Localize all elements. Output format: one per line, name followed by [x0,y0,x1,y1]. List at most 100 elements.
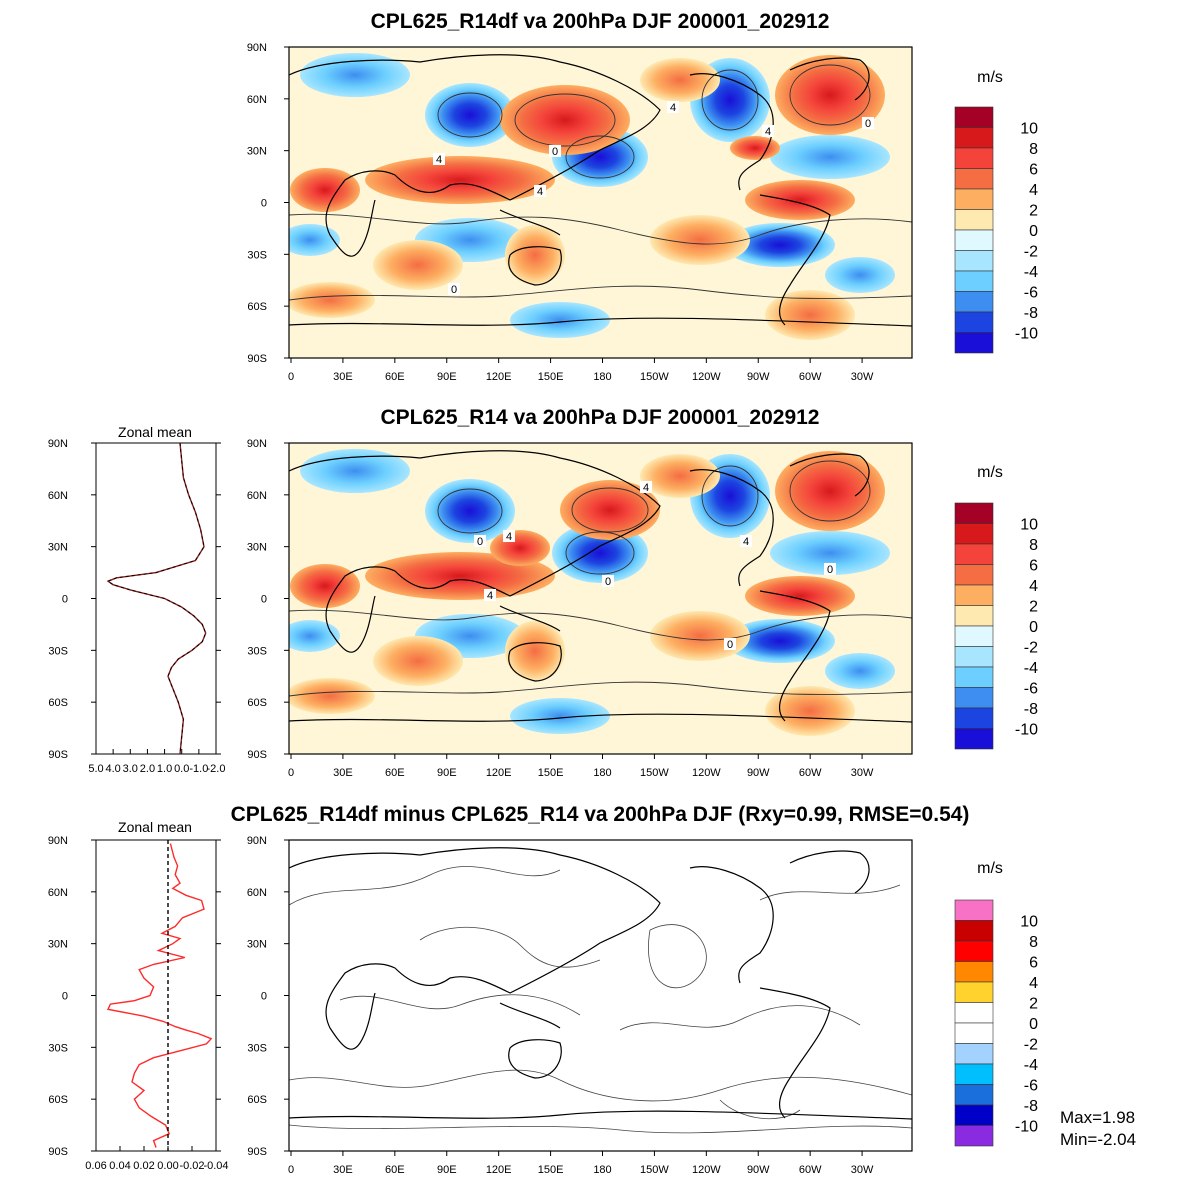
lon-tick-label: 30W [851,371,874,383]
colorbar-label: -4 [1024,264,1038,281]
zm-x-tick-label: -0.04 [203,1160,228,1172]
zm-lat-tick-label: 30N [48,939,68,951]
colorbar-label: -6 [1024,681,1038,698]
colorbar: 10 8 6 4 2 0 -2 -4 -6 -8 -10 [954,899,1038,1147]
zm-lat-tick-label: 60S [48,697,68,709]
lon-tick-label: 30E [333,767,353,779]
colorbar-label: -8 [1024,1098,1038,1115]
colorbar-swatch [954,332,994,354]
contour-label: 4 [537,186,543,198]
colorbar-swatch [954,291,994,313]
lon-tick-label: 0 [288,371,294,383]
colorbar-label: 2 [1029,996,1038,1013]
zonal-mean-panel-middle: Zonal mean 90N 60N 30N 0 30S 60S 90S 5.0 4.0 3.0… [48,424,226,775]
lon-tick-label: 60W [799,1164,822,1176]
colorbar-label: -2 [1024,244,1038,261]
lon-tick-label: 0 [288,1164,294,1176]
lon-tick-label: 180 [593,767,611,779]
colorbar-swatch [954,920,994,942]
zonal-mean-title: Zonal mean [118,819,192,835]
colorbar-swatch [954,899,994,921]
colorbar-swatch [954,1084,994,1106]
lon-tick-label: 90W [747,1164,770,1176]
contour-label-group: 4 4 0 4 4 0 0 [433,101,874,296]
lat-tick-labels: 90N 60N 30N 0 30S 60S 90S [247,42,289,365]
colorbar-swatch [954,229,994,251]
zm-x-tick-label: 0.02 [133,1160,154,1172]
lon-tick-label: 60E [385,1164,405,1176]
colorbar-label: -6 [1024,285,1038,302]
contour-label: 0 [605,576,611,588]
zm-x-tick-label: 0.06 [85,1160,106,1172]
colorbar-label: -6 [1024,1078,1038,1095]
colorbar-label: 4 [1029,975,1038,992]
lat-tick-label: 0 [261,594,267,606]
zm-x-tick-label: 1.0 [157,763,172,775]
coastlines [289,847,912,1120]
zm-x-tick-label: 4.0 [105,763,120,775]
zonal-mean-x-labels: 5.0 4.0 3.0 2.0 1.0 0.0 -1.0-2.0 [88,749,225,775]
lat-tick-label: 90S [247,353,267,365]
zm-lat-tick-label: 90S [48,749,68,761]
lat-tick-label: 60S [247,301,267,313]
colorbar-swatch [954,564,994,586]
colorbar-swatch [954,625,994,647]
contour-lines [289,460,912,697]
colorbar-swatch [954,127,994,149]
zm-lat-tick-label: 30S [48,645,68,657]
colorbar-label: -2 [1024,640,1038,657]
map-panel-bottom: CPL625_R14df minus CPL625_R14 va 200hPa … [231,803,1137,1176]
contour-label-group: 4 0 4 4 0 4 0 0 [474,481,836,651]
panel-title: CPL625_R14df va 200hPa DJF 200001_202912 [371,10,830,33]
colorbar-swatch [954,687,994,709]
zonal-mean-lines [106,840,213,1151]
zm-lat-tick-label: 90S [48,1146,68,1158]
colorbar-swatch [954,1022,994,1044]
lat-tick-label: 30S [247,1042,267,1054]
lat-tick-labels: 90N 60N 30N 0 30S 60S 90S [247,835,289,1158]
colorbar-label: 4 [1029,578,1038,595]
lon-tick-label: 150E [538,371,564,383]
colorbar-swatch [954,1043,994,1065]
colorbar-label: 2 [1029,599,1038,616]
zm-lat-tick-label: 60N [48,887,68,899]
lon-tick-label: 180 [593,371,611,383]
lon-tick-labels: 0 30E 60E 90E 120E 150E 180 150W 120W 90W 60W 30W [288,754,874,779]
lon-tick-label: 60E [385,371,405,383]
lon-tick-label: 120W [692,371,721,383]
colorbar-label: 10 [1020,121,1038,138]
contour-label: 4 [743,536,749,548]
lat-tick-label: 90S [247,1146,267,1158]
lon-tick-labels: 0 30E 60E 90E 120E 150E 180 150W 120W 90W 60W 30W [288,1151,874,1176]
contour-label: 0 [477,536,483,548]
panel-title: CPL625_R14df minus CPL625_R14 va 200hPa … [231,803,970,826]
lat-tick-label: 90N [247,42,267,54]
contour-label: 4 [670,102,676,114]
zm-lat-tick-label: 60N [48,490,68,502]
zonal-mean-lines [106,442,207,755]
lon-tick-label: 90W [747,371,770,383]
zm-lat-tick-label: 30S [48,1042,68,1054]
contour-label: 4 [506,531,512,543]
zm-x-tick-label: 5.0 [88,763,103,775]
colorbar-label: 6 [1029,955,1038,972]
lon-tick-label: 30W [851,1164,874,1176]
colorbar-label: -2 [1024,1037,1038,1054]
contour-label: 0 [827,564,833,576]
lat-tick-labels: 90N 60N 30N 0 30S 60S 90S [247,438,289,761]
contour-lines [289,64,912,301]
colorbar-swatch [954,502,994,524]
lat-tick-label: 60S [247,1094,267,1106]
lon-tick-label: 60E [385,767,405,779]
lat-tick-label: 60S [247,697,267,709]
lat-tick-label: 90N [247,438,267,450]
lat-tick-label: 90N [247,835,267,847]
colorbar-swatch [954,584,994,606]
lon-tick-label: 150W [640,1164,669,1176]
lon-tick-label: 120E [486,767,512,779]
lon-tick-label: 150E [538,767,564,779]
units-label: m/s [977,860,1003,877]
lon-tick-label: 150E [538,1164,564,1176]
zm-x-tick-label: -0.02 [179,1160,204,1172]
